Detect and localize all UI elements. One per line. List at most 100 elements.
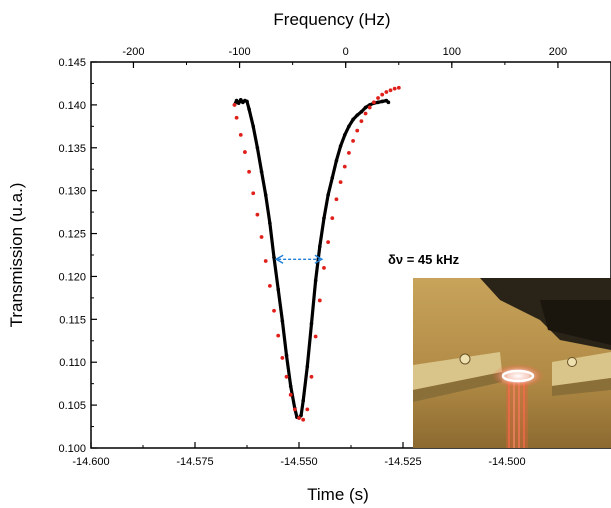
measured-point: [288, 384, 293, 389]
fit-point: [301, 417, 306, 422]
measured-point: [251, 124, 256, 129]
x-tick-label: -14.525: [384, 456, 421, 468]
measured-point: [234, 98, 239, 103]
measured-point: [330, 176, 335, 180]
series-group: [232, 85, 401, 422]
fit-point: [396, 85, 401, 90]
measured-point: [272, 255, 276, 260]
measured-point: [338, 144, 343, 148]
x-axis-label: Time (s): [307, 485, 369, 504]
linewidth-label: δν = 45 kHz: [388, 252, 460, 267]
y-tick-label: 0.120: [58, 271, 86, 283]
fit-point: [384, 90, 389, 94]
measured-point: [351, 117, 355, 122]
measured-point: [386, 100, 391, 105]
microresonator-photo: [413, 278, 611, 448]
measured-point: [347, 124, 351, 129]
x2-tick-label: -100: [229, 46, 251, 58]
measured-point: [334, 158, 339, 163]
arrowhead-right: [314, 254, 324, 264]
y-tick-label: 0.145: [58, 57, 86, 69]
axis-ticks: -14.600 -14.575 -14.550 -14.525 -14.500 0.100…: [58, 46, 611, 468]
x2-tick-label: 100: [443, 46, 461, 58]
x-tick-label: -14.500: [488, 456, 525, 468]
measured-point: [363, 105, 368, 110]
measured-point: [259, 169, 264, 174]
x2-tick-label: 200: [549, 46, 567, 58]
fit-point: [259, 235, 264, 239]
fit-point: [347, 151, 351, 155]
measured-point: [247, 107, 251, 111]
measured-point: [322, 216, 326, 220]
y-tick-label: 0.100: [58, 443, 86, 455]
measured-point: [380, 99, 385, 104]
fit-point: [288, 392, 293, 397]
fit-point: [380, 92, 385, 97]
y-tick-label: 0.125: [58, 229, 86, 241]
fit-point: [338, 180, 343, 184]
measured-point: [313, 278, 318, 283]
fit-point: [292, 407, 297, 412]
measured-point: [280, 319, 285, 323]
measured-point: [255, 145, 260, 150]
measured-point: [263, 193, 268, 197]
top-axis-label: Frequency (Hz): [273, 10, 390, 29]
measured-point: [276, 287, 281, 292]
linewidth-annotation: δν = 45 kHz: [274, 252, 460, 267]
fit-point: [280, 356, 285, 360]
fit-point: [305, 407, 310, 412]
y-tick-label: 0.115: [59, 314, 86, 326]
y-tick-label: 0.140: [58, 100, 86, 112]
x-tick-label: -14.575: [176, 456, 213, 468]
measured-point: [245, 99, 249, 104]
y-tick-label: 0.105: [58, 400, 86, 412]
measured-point: [367, 103, 372, 107]
fit-point: [342, 164, 347, 169]
arrowhead-left: [274, 254, 284, 264]
x-tick-label: -14.600: [72, 456, 109, 468]
y-axis-label: Transmission (u.a.): [7, 183, 26, 328]
fit-point: [251, 191, 256, 196]
fit-point: [284, 374, 289, 379]
fit-point: [272, 308, 276, 313]
fit-point: [297, 416, 301, 420]
fit-point: [322, 265, 326, 270]
fit-point: [330, 216, 335, 221]
fit-point: [388, 88, 393, 93]
fit-point: [313, 334, 318, 339]
fit-point: [255, 212, 260, 217]
fit-point: [363, 111, 368, 116]
y-tick-label: 0.135: [58, 143, 86, 155]
fit-point: [263, 259, 268, 263]
fit-point: [371, 100, 376, 105]
fit-point: [326, 240, 331, 245]
fit-point: [376, 96, 380, 100]
measured-point: [359, 109, 364, 114]
measured-point: [309, 321, 314, 326]
fit-point: [232, 102, 237, 107]
measured-point: [305, 364, 310, 369]
fit-point: [247, 169, 251, 174]
measured-point: [299, 413, 303, 418]
x-tick-label: -14.550: [280, 456, 317, 468]
measured-point: [268, 221, 272, 226]
fit-point: [234, 115, 239, 120]
y-tick-label: 0.110: [59, 357, 86, 369]
x2-tick-label: -200: [122, 46, 144, 58]
fit-point: [309, 374, 314, 379]
fit-point: [238, 133, 243, 137]
measured-point: [236, 101, 241, 105]
measured-point: [376, 100, 380, 105]
fit-point: [267, 283, 272, 288]
fit-point: [392, 86, 397, 91]
measured-point: [355, 113, 360, 117]
measured-point: [342, 133, 347, 137]
measured-point: [238, 97, 243, 102]
measured-point: [284, 353, 289, 358]
fit-point: [359, 119, 364, 124]
fit-point: [351, 139, 355, 143]
fit-point: [334, 197, 339, 202]
measured-point: [318, 244, 322, 249]
x2-tick-label: 0: [343, 46, 349, 58]
